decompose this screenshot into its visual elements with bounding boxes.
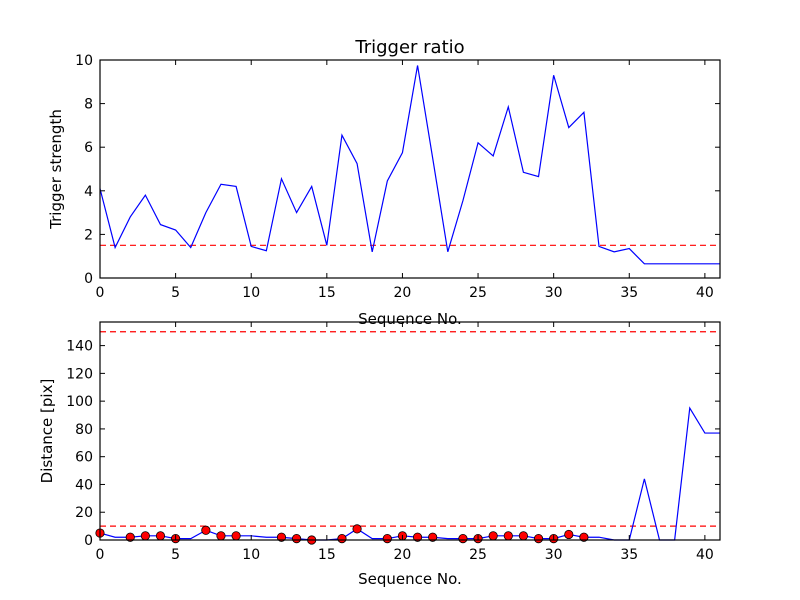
y-tick-label: 10 bbox=[75, 53, 93, 69]
x-tick-label: 10 bbox=[242, 285, 260, 301]
data-point bbox=[518, 531, 529, 541]
data-point bbox=[155, 531, 166, 541]
x-tick-label: 0 bbox=[96, 547, 105, 563]
y-axis-ticks: 0 20 40 60 80 100 120 140 bbox=[66, 339, 720, 549]
x-tick-label: 10 bbox=[242, 547, 260, 563]
data-point bbox=[276, 532, 287, 542]
y-tick-label: 40 bbox=[75, 477, 93, 493]
y-tick-label: 8 bbox=[84, 97, 93, 113]
x-axis-label: Sequence No. bbox=[358, 310, 462, 328]
x-tick-label: 35 bbox=[620, 547, 638, 563]
x-tick-label: 25 bbox=[469, 285, 487, 301]
x-tick-label: 15 bbox=[318, 547, 336, 563]
x-axis-label: Sequence No. bbox=[358, 570, 462, 588]
y-tick-label: 120 bbox=[66, 366, 93, 382]
x-tick-label: 40 bbox=[696, 547, 714, 563]
y-tick-label: 100 bbox=[66, 394, 93, 410]
data-point bbox=[412, 532, 423, 542]
x-tick-label: 30 bbox=[545, 547, 563, 563]
data-point bbox=[352, 524, 362, 534]
y-tick-label: 0 bbox=[84, 533, 93, 549]
data-point bbox=[216, 531, 226, 541]
trigger-ratio-panel: Trigger ratio 0 5 10 15 20 25 30 35 40 0 2 4 6 8 10 S… bbox=[47, 37, 721, 328]
y-tick-label: 2 bbox=[84, 227, 93, 243]
x-axis-ticks: 0 5 10 15 20 25 30 35 40 bbox=[96, 322, 714, 563]
y-tick-label: 0 bbox=[84, 271, 93, 287]
data-point bbox=[337, 534, 347, 544]
x-tick-label: 40 bbox=[696, 285, 714, 301]
y-tick-label: 4 bbox=[84, 184, 93, 200]
data-point bbox=[488, 531, 498, 541]
plot-frame bbox=[99, 59, 721, 279]
y-tick-label: 60 bbox=[75, 450, 93, 466]
chart-title: Trigger ratio bbox=[354, 37, 464, 58]
plot-frame bbox=[99, 321, 721, 541]
x-tick-label: 5 bbox=[171, 547, 180, 563]
data-point bbox=[428, 532, 438, 542]
data-point bbox=[503, 531, 513, 541]
x-tick-label: 25 bbox=[469, 547, 487, 563]
data-point bbox=[564, 529, 574, 540]
data-point bbox=[533, 534, 544, 544]
data-point bbox=[579, 532, 589, 542]
data-point bbox=[125, 532, 135, 542]
x-tick-label: 0 bbox=[96, 285, 105, 301]
x-tick-label: 20 bbox=[394, 285, 412, 301]
distance-panel: 0 5 10 15 20 25 30 35 40 0 20 40 60 80 100 120 140 Sequ… bbox=[38, 321, 721, 588]
series-line-0 bbox=[99, 65, 720, 265]
y-tick-label: 80 bbox=[75, 422, 93, 438]
data-point bbox=[140, 531, 150, 541]
data-point bbox=[231, 531, 241, 541]
y-tick-label: 140 bbox=[66, 339, 93, 355]
x-axis-ticks: 0 5 10 15 20 25 30 35 40 bbox=[96, 60, 714, 301]
data-point bbox=[291, 534, 302, 544]
y-tick-label: 20 bbox=[75, 505, 93, 521]
data-point bbox=[201, 525, 211, 535]
x-tick-label: 5 bbox=[171, 285, 180, 301]
y-tick-label: 6 bbox=[84, 140, 93, 156]
x-tick-label: 15 bbox=[318, 285, 336, 301]
data-point bbox=[458, 534, 468, 544]
x-tick-label: 35 bbox=[620, 285, 638, 301]
y-axis-label: Distance [pix] bbox=[38, 379, 56, 484]
y-axis-label: Trigger strength bbox=[47, 109, 65, 230]
y-axis-ticks: 0 2 4 6 8 10 bbox=[75, 53, 720, 287]
x-tick-label: 30 bbox=[545, 285, 563, 301]
x-tick-label: 20 bbox=[394, 547, 412, 563]
data-point bbox=[382, 534, 392, 544]
